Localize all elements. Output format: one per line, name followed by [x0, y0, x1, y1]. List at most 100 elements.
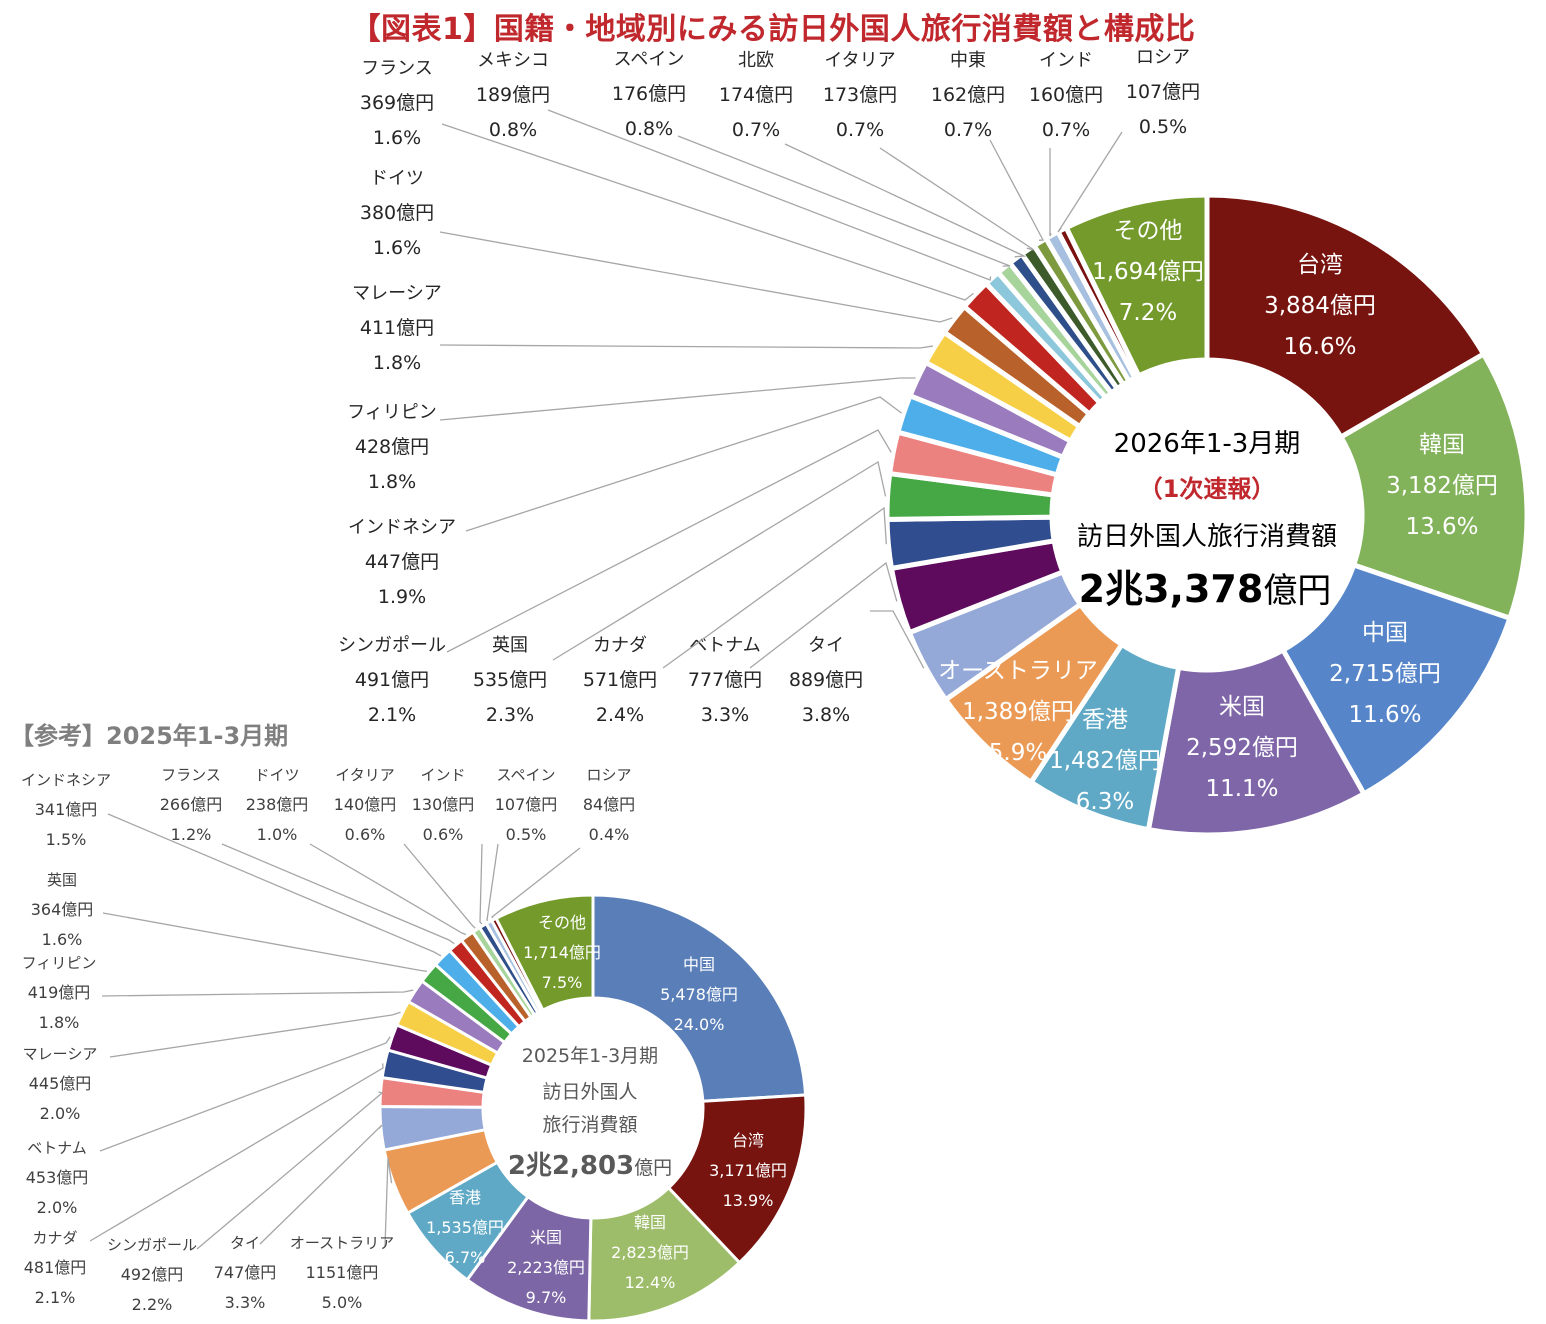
- ref-outside-label-11-1: 419億円: [28, 983, 91, 1002]
- main-outside-label-22-1: 107億円: [1126, 81, 1200, 103]
- ref-slice-0: [591, 893, 808, 1103]
- main-leader-line-20: [989, 139, 1045, 241]
- main-outside-label-8-1: 571億円: [583, 669, 657, 691]
- ref-inside-label-0-1: 5,478億円: [660, 985, 738, 1004]
- main-center-line1: 2026年1-3月期: [1114, 429, 1301, 459]
- ref-outside-label-10-0: マレーシア: [23, 1045, 98, 1063]
- ref-outside-label-6-1: 747億円: [214, 1263, 277, 1282]
- main-outside-label-20-1: 162億円: [931, 84, 1005, 106]
- ref-inside-label-4-0: 香港: [449, 1188, 481, 1207]
- main-leader-line-16: [547, 109, 992, 281]
- ref-outside-label-9-1: 453億円: [26, 1168, 89, 1187]
- main-center-total-unit: 億円: [1263, 571, 1331, 611]
- main-outside-label-17-0: スペイン: [614, 49, 685, 70]
- ref-outside-label-9-0: ベトナム: [27, 1139, 87, 1157]
- ref-center-line1: 2025年1-3月期: [522, 1045, 658, 1067]
- main-outside-label-15-2: 1.6%: [373, 127, 421, 149]
- ref-center-line3: 旅行消費額: [542, 1114, 637, 1136]
- main-leader-line-13: [439, 344, 933, 349]
- ref-center-total-value: 2兆2,803: [508, 1151, 634, 1181]
- ref-leader-line-9: [99, 1036, 391, 1152]
- main-center-total-value: 2兆3,378: [1079, 567, 1264, 611]
- ref-inside-label-3-0: 米国: [530, 1228, 562, 1247]
- main-inside-label-1-0: 韓国: [1419, 432, 1465, 458]
- ref-outside-label-16-1: 140億円: [334, 795, 397, 814]
- main-inside-label-1-2: 13.6%: [1405, 514, 1478, 540]
- main-leader-line-11: [465, 396, 902, 532]
- main-inside-label-4-1: 1,482億円: [1049, 748, 1161, 774]
- ref-leader-line-10: [109, 1011, 401, 1058]
- main-outside-label-9-0: 英国: [492, 635, 528, 656]
- main-outside-label-14-2: 1.6%: [373, 237, 421, 259]
- ref-donut: 中国 5,478億円 24.0% 台湾 3,171億円 13.9% 韓国 2,823億円 12.…: [21, 766, 808, 1323]
- ref-outside-label-13-0: インドネシア: [21, 771, 111, 789]
- ref-outside-label-5-1: 1151億円: [306, 1263, 379, 1282]
- main-outside-label-9-2: 2.3%: [486, 704, 534, 726]
- main-outside-label-11-1: 447億円: [365, 551, 439, 573]
- main-outside-label-9-1: 535億円: [473, 669, 547, 691]
- main-inside-label-2-2: 11.6%: [1348, 702, 1421, 728]
- main-leader-line-21: [1049, 148, 1052, 237]
- main-outside-label-7-2: 3.3%: [701, 704, 749, 726]
- main-leader-line-22: [1057, 131, 1123, 233]
- ref-outside-label-18-1: 107億円: [495, 795, 558, 814]
- main-outside-label-6-2: 3.8%: [802, 704, 850, 726]
- main-outside-label-13-1: 411億円: [360, 317, 434, 339]
- main-outside-label-7-0: ベトナム: [689, 635, 760, 656]
- ref-outside-label-18-0: スペイン: [497, 766, 556, 784]
- main-inside-label-5-1: 1,389億円: [962, 699, 1074, 725]
- main-outside-label-15-1: 369億円: [360, 92, 434, 114]
- main-outside-label-18-2: 0.7%: [732, 119, 780, 141]
- ref-outside-label-13-1: 341億円: [35, 800, 98, 819]
- main-inside-label-0-1: 3,884億円: [1264, 293, 1376, 319]
- main-outside-label-11-0: インドネシア: [348, 517, 456, 538]
- main-leader-line-17: [677, 135, 1011, 267]
- main-leader-line-19: [879, 147, 1035, 251]
- main-inside-label-23-2: 7.2%: [1119, 300, 1177, 326]
- ref-leader-line-6: [259, 1124, 383, 1245]
- main-outside-label-8-0: カナダ: [593, 635, 647, 656]
- ref-outside-label-8-1: 481億円: [24, 1258, 87, 1277]
- main-outside-label-22-0: ロシア: [1136, 47, 1190, 68]
- ref-leader-line-8: [89, 1063, 384, 1242]
- ref-leader-line-13: [107, 813, 442, 957]
- main-outside-label-21-2: 0.7%: [1042, 119, 1090, 141]
- ref-inside-label-0-0: 中国: [683, 955, 715, 974]
- ref-inside-label-2-2: 12.4%: [625, 1273, 676, 1292]
- ref-center-total: 2兆2,803億円: [508, 1151, 672, 1181]
- main-inside-label-23-1: 1,694億円: [1092, 259, 1204, 285]
- main-leader-line-6: [870, 610, 925, 669]
- ref-outside-label-10-2: 2.0%: [40, 1104, 81, 1123]
- main-inside-label-0-0: 台湾: [1297, 252, 1343, 278]
- ref-outside-label-7-1: 492億円: [121, 1265, 184, 1284]
- main-inside-label-4-0: 香港: [1082, 707, 1128, 733]
- main-inside-label-3-2: 11.1%: [1205, 776, 1278, 802]
- main-outside-label-13-0: マレーシア: [352, 283, 442, 304]
- main-slice-2: [1279, 561, 1514, 798]
- ref-inside-label-0-2: 24.0%: [674, 1015, 725, 1034]
- ref-inside-label-1-0: 台湾: [732, 1131, 764, 1150]
- main-outside-label-20-2: 0.7%: [944, 119, 992, 141]
- main-outside-label-16-2: 0.8%: [489, 119, 537, 141]
- ref-outside-label-7-0: シンガポール: [107, 1236, 197, 1254]
- reference-chart-title: 【参考】2025年1-3月期: [10, 722, 289, 750]
- main-inside-label-0-2: 16.6%: [1283, 334, 1356, 360]
- ref-outside-label-10-1: 445億円: [29, 1074, 92, 1093]
- ref-inside-label-4-1: 1,535億円: [426, 1218, 504, 1237]
- ref-inside-label-3-1: 2,223億円: [507, 1258, 585, 1277]
- main-inside-label-3-1: 2,592億円: [1186, 735, 1298, 761]
- main-outside-label-21-0: インド: [1039, 50, 1093, 71]
- main-outside-label-18-1: 174億円: [719, 84, 793, 106]
- ref-outside-label-16-0: イタリア: [335, 766, 394, 784]
- main-outside-label-18-0: 北欧: [738, 50, 774, 71]
- ref-leader-line-19: [490, 847, 581, 919]
- main-outside-label-11-2: 1.9%: [378, 586, 426, 608]
- main-slice-1: [1337, 350, 1530, 622]
- ref-outside-label-17-0: インド: [420, 766, 465, 784]
- main-center-line2: （1次速報）: [1139, 475, 1276, 503]
- ref-outside-label-12-2: 1.6%: [42, 930, 83, 949]
- ref-outside-label-7-2: 2.2%: [132, 1295, 173, 1314]
- ref-leader-line-11: [101, 989, 414, 997]
- main-outside-label-10-1: 491億円: [355, 669, 429, 691]
